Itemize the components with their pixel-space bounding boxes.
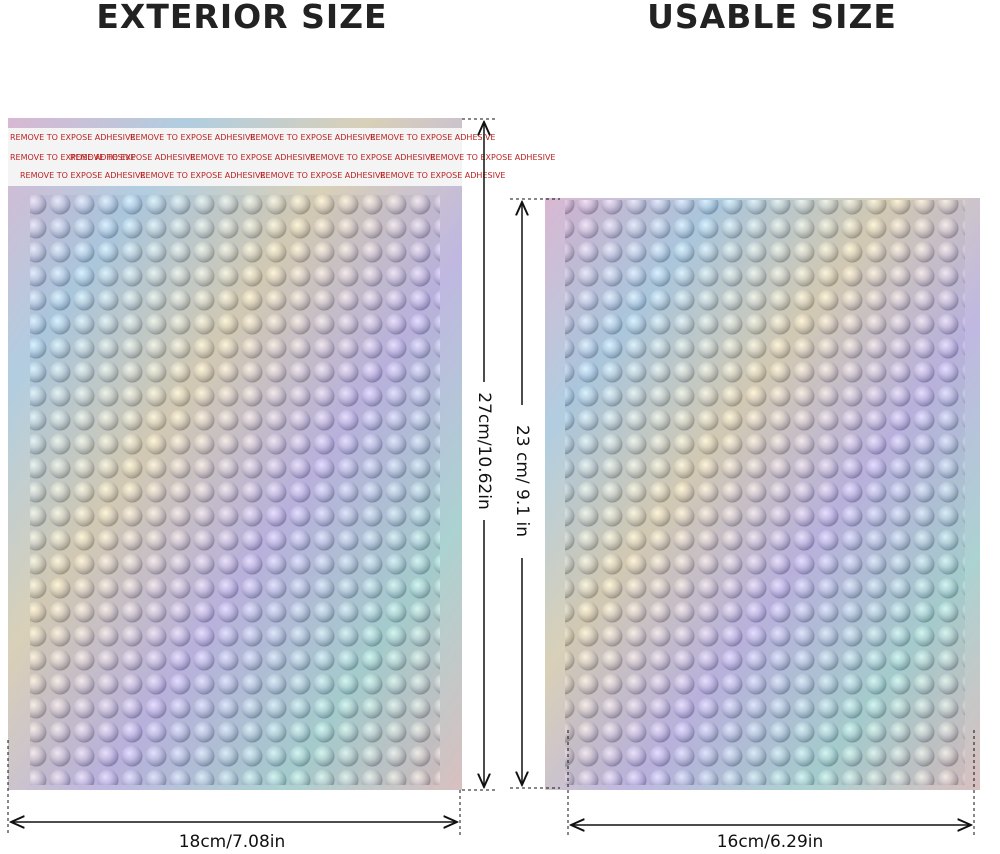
usable-mailer: [545, 198, 980, 790]
adhesive-text: REMOVE TO EXPOSE ADHESIVE: [140, 171, 265, 180]
left-title: EXTERIOR SIZE: [96, 0, 387, 36]
exterior-width: 18cm/7.08in: [179, 832, 286, 852]
adhesive-text: REMOVE TO EXPOSE ADHESIVE: [260, 171, 385, 180]
adhesive-text: REMOVE TO EXPOSE ADHESIVE: [380, 171, 505, 180]
exterior-height: 27cm/10.62in: [474, 392, 494, 509]
adhesive-text: REMOVE TO EXPOSE ADHESIVE: [130, 133, 255, 142]
adhesive-text: REMOVE TO EXPOSE ADHESIVE: [10, 153, 135, 162]
adhesive-text: REMOVE TO EXPOSE ADHESIVE: [20, 171, 145, 180]
usable-height: 23 cm/ 9.1 in: [512, 425, 532, 537]
adhesive-strip: [8, 128, 462, 186]
adhesive-text: REMOVE TO EXPOSE ADHESIVE: [190, 153, 315, 162]
adhesive-text: REMOVE TO EXPOSE ADHESIVE: [370, 133, 495, 142]
adhesive-text: REMOVE TO EXPOSE ADHESIVE: [70, 153, 195, 162]
adhesive-text: REMOVE TO EXPOSE ADHESIVE: [250, 133, 375, 142]
adhesive-text: REMOVE TO EXPOSE ADHESIVE: [310, 153, 435, 162]
adhesive-text: REMOVE TO EXPOSE ADHESIVE: [430, 153, 555, 162]
usable-width: 16cm/6.29in: [717, 832, 824, 852]
adhesive-text: REMOVE TO EXPOSE ADHESIVE: [10, 133, 135, 142]
right-title: USABLE SIZE: [647, 0, 897, 36]
